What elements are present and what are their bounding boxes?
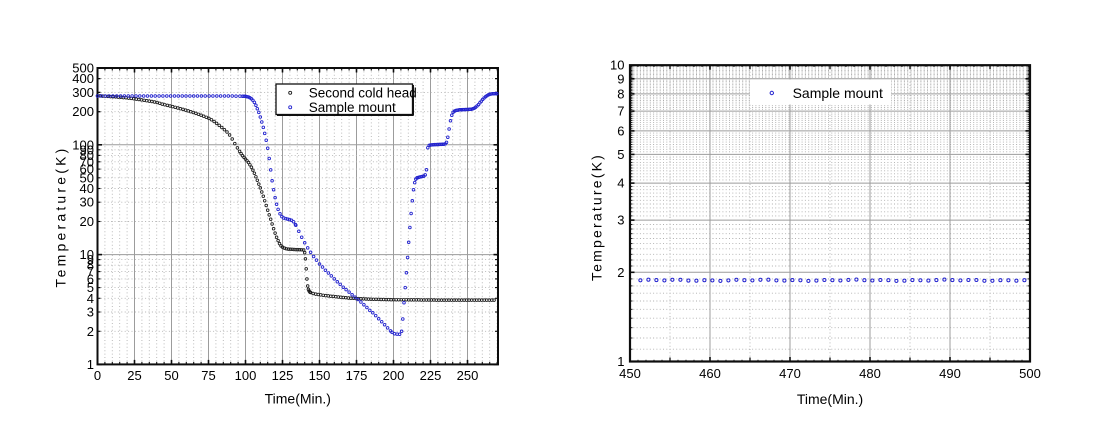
svg-text:200: 200 <box>72 104 94 119</box>
svg-text:1: 1 <box>87 357 94 372</box>
svg-text:Sample mount: Sample mount <box>309 100 396 115</box>
svg-text:8: 8 <box>617 86 624 101</box>
svg-text:Sample mount: Sample mount <box>793 85 883 101</box>
svg-text:470: 470 <box>779 366 801 381</box>
svg-text:8: 8 <box>87 258 94 273</box>
svg-text:100: 100 <box>72 137 94 152</box>
svg-text:90: 90 <box>80 142 94 157</box>
svg-text:6: 6 <box>617 123 624 138</box>
svg-text:250: 250 <box>457 368 479 383</box>
svg-text:3: 3 <box>617 213 624 228</box>
svg-text:60: 60 <box>80 162 94 177</box>
svg-text:9: 9 <box>87 252 94 267</box>
svg-text:450: 450 <box>619 366 641 381</box>
svg-text:0: 0 <box>94 368 101 383</box>
svg-text:2: 2 <box>87 324 94 339</box>
svg-text:4: 4 <box>617 176 624 191</box>
svg-text:Time(Min.): Time(Min.) <box>265 391 331 407</box>
svg-text:500: 500 <box>72 61 94 76</box>
svg-text:4: 4 <box>87 291 94 306</box>
svg-text:480: 480 <box>859 366 881 381</box>
svg-text:225: 225 <box>420 368 442 383</box>
svg-text:50: 50 <box>80 170 94 185</box>
svg-text:50: 50 <box>164 368 178 383</box>
svg-text:2: 2 <box>617 265 624 280</box>
svg-text:175: 175 <box>346 368 368 383</box>
svg-text:150: 150 <box>309 368 331 383</box>
svg-text:1: 1 <box>617 354 624 369</box>
svg-text:Time(Min.): Time(Min.) <box>797 391 863 407</box>
svg-text:500: 500 <box>1019 366 1041 381</box>
svg-text:5: 5 <box>617 147 624 162</box>
svg-text:400: 400 <box>72 71 94 86</box>
svg-text:75: 75 <box>201 368 215 383</box>
svg-text:10: 10 <box>610 58 624 73</box>
svg-text:80: 80 <box>80 148 94 163</box>
svg-text:9: 9 <box>617 71 624 86</box>
svg-text:300: 300 <box>72 85 94 100</box>
svg-text:100: 100 <box>235 368 257 383</box>
svg-text:Temperature(K): Temperature(K) <box>589 153 605 281</box>
svg-text:25: 25 <box>127 368 141 383</box>
svg-text:20: 20 <box>80 214 94 229</box>
svg-text:490: 490 <box>939 366 961 381</box>
svg-text:7: 7 <box>87 264 94 279</box>
svg-text:Second cold head: Second cold head <box>309 85 417 100</box>
svg-text:7: 7 <box>617 104 624 119</box>
svg-text:70: 70 <box>80 154 94 169</box>
svg-text:3: 3 <box>87 305 94 320</box>
svg-text:40: 40 <box>80 181 94 196</box>
svg-text:Temperature(K): Temperature(K) <box>53 145 69 287</box>
svg-text:6: 6 <box>87 271 94 286</box>
svg-text:30: 30 <box>80 195 94 210</box>
svg-text:5: 5 <box>87 280 94 295</box>
svg-text:10: 10 <box>80 247 94 262</box>
svg-text:460: 460 <box>699 366 721 381</box>
svg-text:125: 125 <box>272 368 294 383</box>
svg-text:200: 200 <box>383 368 405 383</box>
